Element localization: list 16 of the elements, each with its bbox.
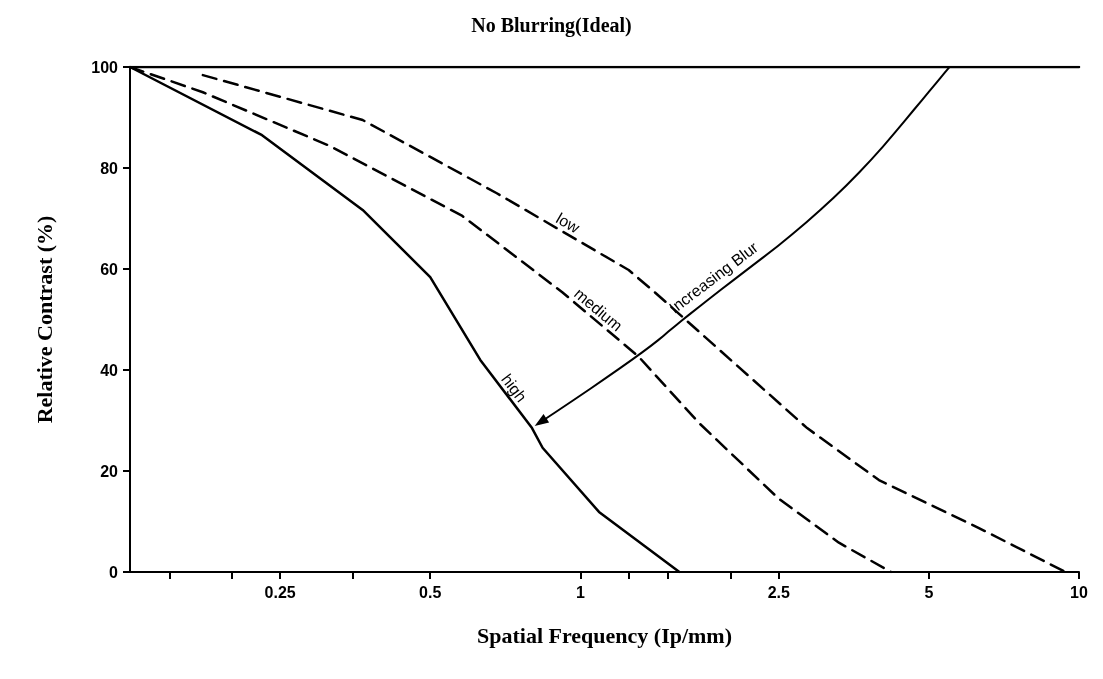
chart-title: No Blurring(Ideal) xyxy=(471,14,632,37)
y-tick-label: 40 xyxy=(100,361,119,379)
x-tick-label: 0.25 xyxy=(264,583,296,601)
x-tick-label: 1 xyxy=(575,583,585,601)
x-tick-label: 0.5 xyxy=(419,583,442,601)
x-tick-label: 5 xyxy=(924,583,934,601)
y-tick-label: 60 xyxy=(100,260,119,278)
y-axis-title: Relative Contrast (%) xyxy=(31,215,57,424)
text: low xyxy=(553,209,583,237)
x-axis-title: Spatial Frequency (Ip/mm) xyxy=(476,622,733,648)
y-tick-label: 20 xyxy=(100,462,119,480)
x-tick-label: 2.5 xyxy=(767,583,790,601)
y-tick-label: 0 xyxy=(109,563,119,581)
x-tick-label: 10 xyxy=(1070,583,1088,601)
y-tick-label: 80 xyxy=(100,159,119,177)
y-tick-label: 100 xyxy=(91,58,119,76)
